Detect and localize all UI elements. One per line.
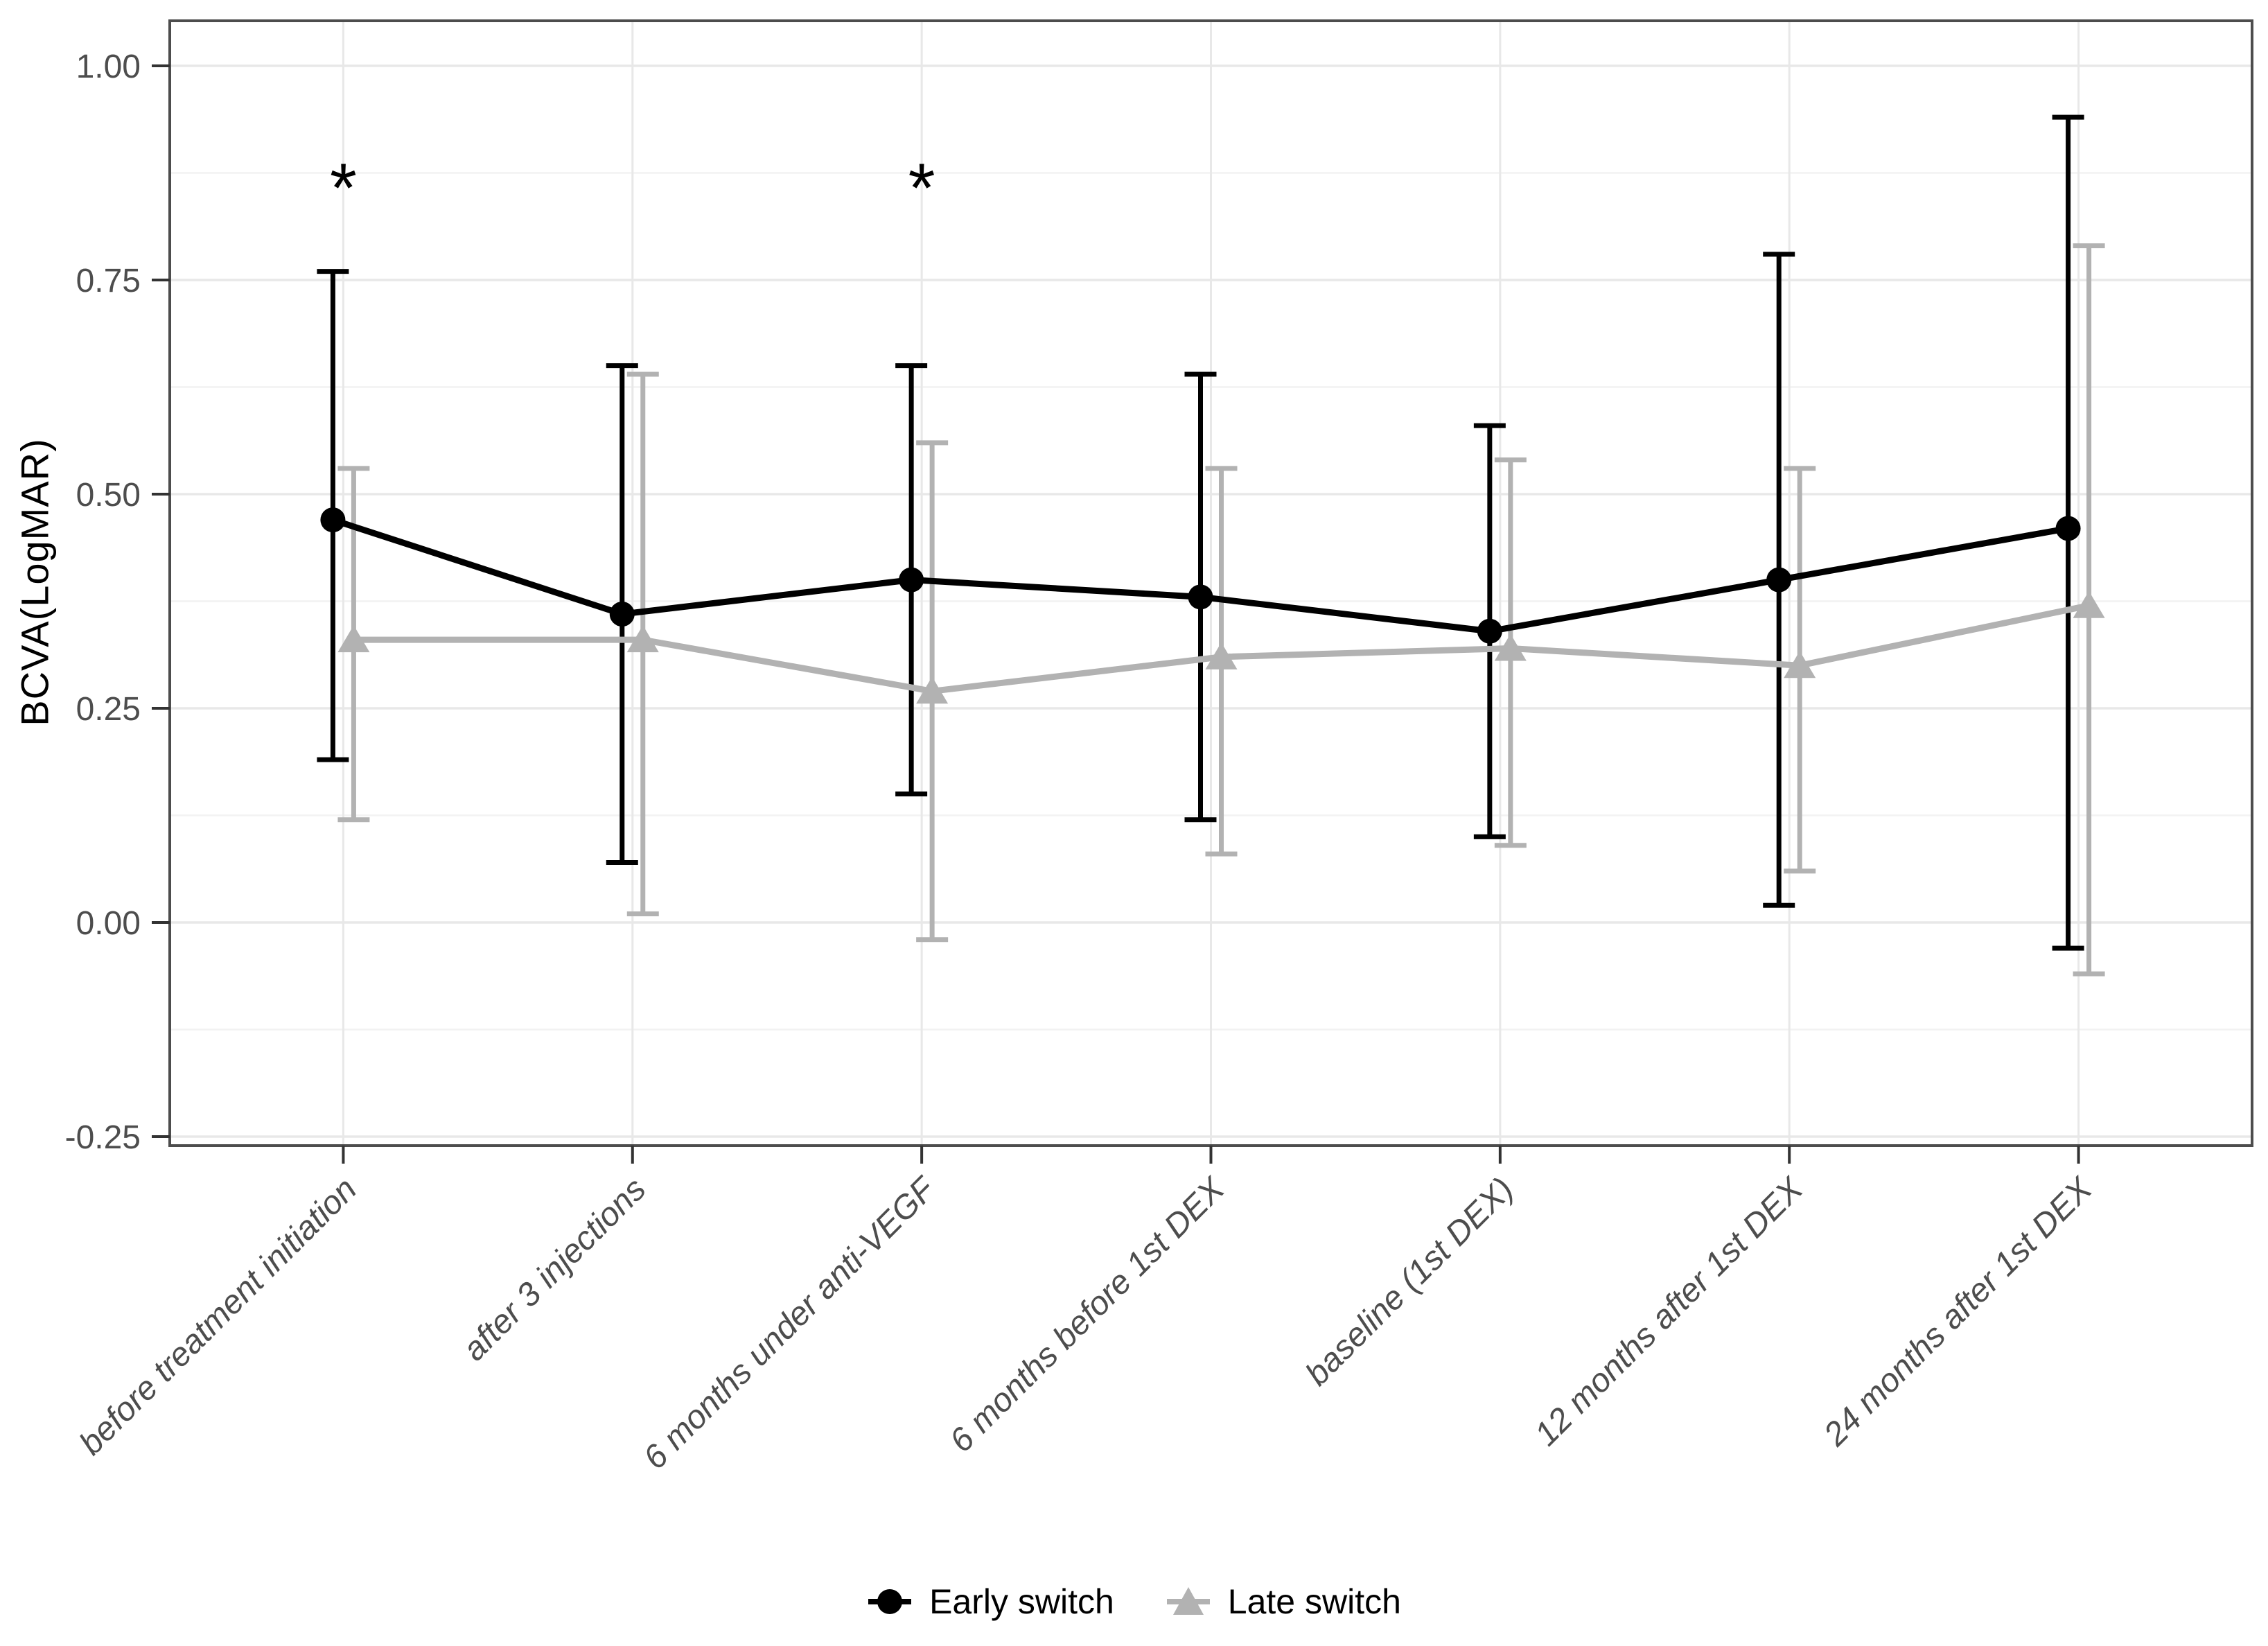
x-category-label: 24 months after 1st DEX [1816,1170,2100,1453]
y-tick-label: 0.00 [76,905,141,942]
early-switch-circle-icon [868,1589,912,1614]
y-tick-label: 0.50 [76,477,141,514]
data-point-early-switch [1477,618,1502,644]
data-point-late-switch [626,625,659,653]
x-category-label: 6 months before 1st DEX [943,1170,1233,1460]
data-point-late-switch [1784,651,1816,678]
legend-item-early-switch: Early switch [867,1582,1114,1622]
x-category-label: after 3 injections [456,1171,653,1368]
data-point-early-switch [899,567,924,593]
y-tick-label: 0.75 [76,263,141,299]
significance-asterisk: * [908,150,935,227]
data-point-early-switch [2055,516,2081,541]
x-category-label: 12 months after 1st DEX [1528,1170,1811,1453]
data-point-early-switch [320,507,346,533]
legend: Early switch Late switch [0,1582,2268,1622]
y-tick-label: 1.00 [76,49,141,85]
data-point-late-switch [1205,642,1238,669]
x-category-label: 6 months under anti-VEGF [637,1169,944,1476]
legend-label-early-switch: Early switch [929,1582,1114,1621]
x-category-label: before treatment initiation [73,1171,364,1462]
late-switch-triangle-icon [1166,1587,1210,1615]
y-tick-label: 0.25 [76,691,141,728]
legend-label-late-switch: Late switch [1227,1582,1401,1621]
x-category-label: baseline (1st DEX) [1299,1171,1520,1392]
data-point-late-switch [2073,590,2105,618]
significance-asterisk: * [330,150,357,227]
legend-item-late-switch: Late switch [1166,1582,1401,1622]
y-axis-title: BCVA(LogMAR) [12,438,57,726]
data-point-late-switch [337,625,370,653]
data-point-late-switch [916,676,949,704]
data-point-early-switch [609,602,635,627]
data-point-late-switch [1494,633,1527,661]
data-point-early-switch [1188,584,1213,610]
y-tick-label: -0.25 [65,1119,141,1156]
data-point-early-switch [1766,567,1792,593]
